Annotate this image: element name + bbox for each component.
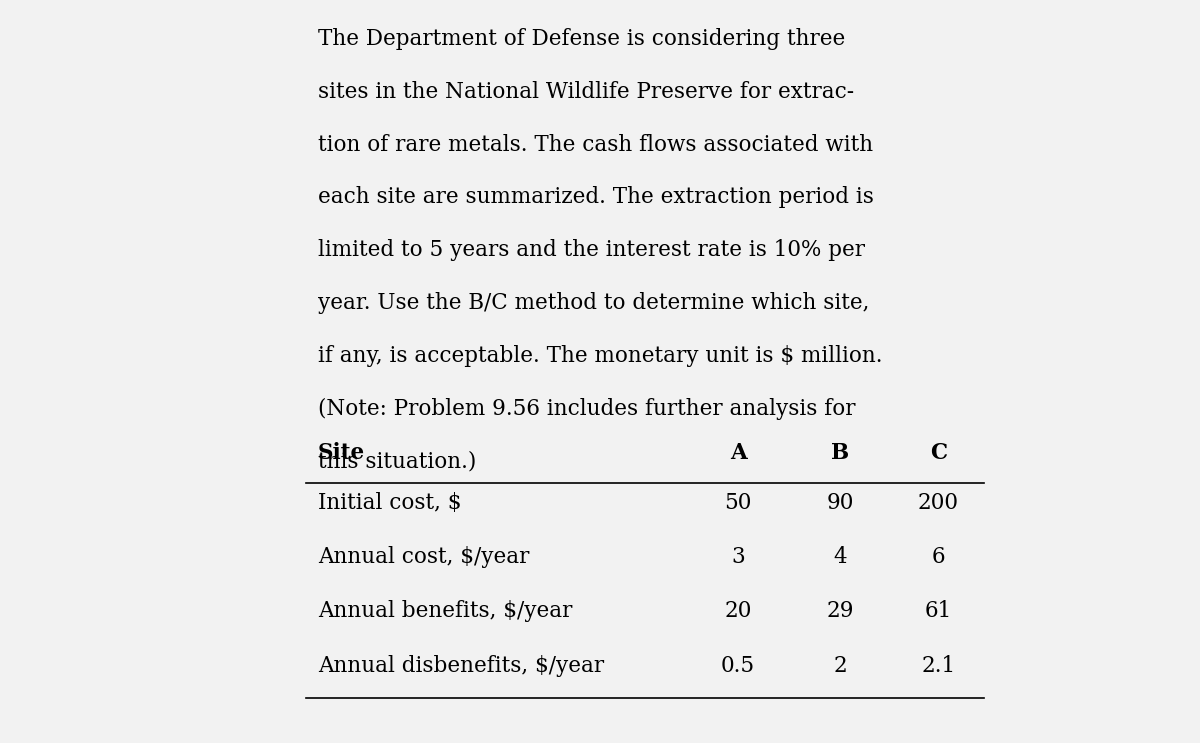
Text: 2: 2 [833, 655, 847, 677]
Text: 29: 29 [827, 600, 853, 623]
Text: this situation.): this situation.) [318, 450, 476, 473]
Text: tion of rare metals. The cash flows associated with: tion of rare metals. The cash flows asso… [318, 134, 874, 156]
Text: Annual disbenefits, $/year: Annual disbenefits, $/year [318, 655, 604, 677]
Text: Annual benefits, $/year: Annual benefits, $/year [318, 600, 572, 623]
Text: 0.5: 0.5 [721, 655, 755, 677]
Text: limited to 5 years and the interest rate is 10% per: limited to 5 years and the interest rate… [318, 239, 865, 262]
Text: B: B [830, 442, 850, 464]
Text: 20: 20 [725, 600, 751, 623]
Text: Site: Site [318, 442, 365, 464]
Text: Annual cost, $/year: Annual cost, $/year [318, 546, 529, 568]
Text: Initial cost, $: Initial cost, $ [318, 492, 462, 514]
Text: A: A [730, 442, 746, 464]
Text: 200: 200 [918, 492, 959, 514]
Text: 61: 61 [925, 600, 952, 623]
Text: C: C [930, 442, 947, 464]
Text: 3: 3 [731, 546, 745, 568]
Text: if any, is acceptable. The monetary unit is $ million.: if any, is acceptable. The monetary unit… [318, 345, 882, 367]
Text: (Note: Problem 9.56 includes further analysis for: (Note: Problem 9.56 includes further ana… [318, 398, 856, 420]
Text: 4: 4 [833, 546, 847, 568]
Text: 6: 6 [931, 546, 946, 568]
Text: sites in the National Wildlife Preserve for extrac-: sites in the National Wildlife Preserve … [318, 81, 854, 103]
Text: 2.1: 2.1 [922, 655, 955, 677]
Text: each site are summarized. The extraction period is: each site are summarized. The extraction… [318, 186, 874, 209]
Text: The Department of Defense is considering three: The Department of Defense is considering… [318, 28, 845, 51]
Text: 50: 50 [725, 492, 751, 514]
Text: year. Use the B/C method to determine which site,: year. Use the B/C method to determine wh… [318, 292, 869, 314]
Text: 90: 90 [827, 492, 853, 514]
